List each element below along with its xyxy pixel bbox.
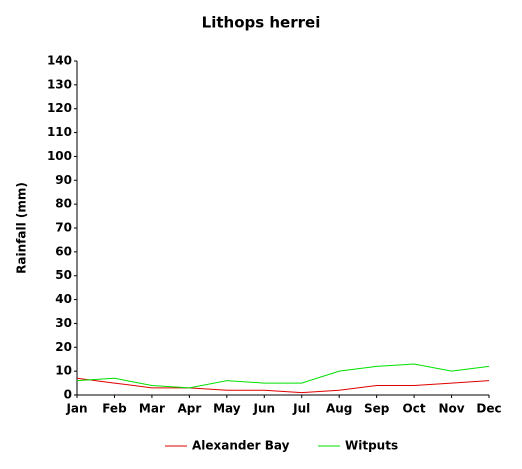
x-tick-label: Aug: [326, 402, 352, 416]
y-tick-label: 0: [64, 388, 72, 402]
y-tick-label: 110: [47, 125, 72, 139]
x-tick-label: Apr: [177, 402, 201, 416]
y-tick-label: 50: [55, 268, 72, 282]
x-tick-label: Sep: [364, 402, 390, 416]
x-tick-label: Jan: [65, 402, 87, 416]
legend-label: Alexander Bay: [192, 439, 290, 453]
y-tick-label: 130: [47, 77, 72, 91]
x-tick-label: May: [213, 402, 241, 416]
chart-title: Lithops herrei: [202, 14, 321, 32]
x-tick-label: Nov: [438, 402, 464, 416]
y-tick-label: 100: [47, 149, 72, 163]
legend-label: Witputs: [345, 439, 398, 453]
y-tick-label: 140: [47, 54, 72, 68]
y-tick-label: 20: [55, 340, 72, 354]
y-axis-label: Rainfall (mm): [15, 182, 29, 274]
series-line: [76, 363, 490, 389]
series-line: [76, 377, 490, 394]
x-tick-label: Mar: [139, 402, 165, 416]
y-tick-label: 60: [55, 244, 72, 258]
y-tick-label: 80: [55, 197, 72, 211]
y-tick-label: 70: [55, 221, 72, 235]
x-tick-label: Dec: [476, 402, 501, 416]
y-tick-label: 10: [55, 364, 72, 378]
x-tick-label: Jul: [292, 402, 310, 416]
x-tick-label: Jun: [252, 402, 275, 416]
x-tick-label: Feb: [102, 402, 127, 416]
x-tick-label: Oct: [403, 402, 426, 416]
y-tick-label: 120: [47, 101, 72, 115]
y-tick-label: 30: [55, 316, 72, 330]
y-tick-label: 40: [55, 292, 72, 306]
y-tick-label: 90: [55, 173, 72, 187]
